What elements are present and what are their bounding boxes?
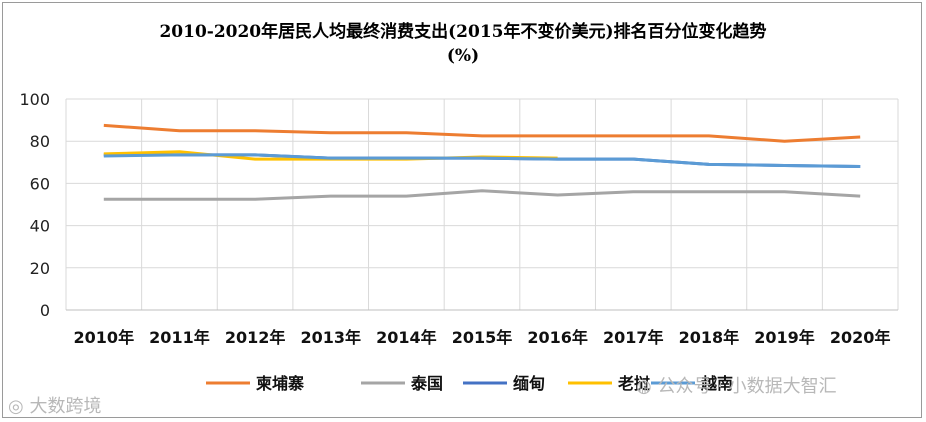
y-tick-label: 0: [40, 301, 50, 320]
x-tick-label: 2020年: [830, 328, 891, 347]
x-tick-label: 2017年: [603, 328, 664, 347]
x-tick-label: 2010年: [74, 328, 135, 347]
legend-label-1: 泰国: [410, 374, 443, 393]
legend-label-4: 越南: [700, 374, 733, 393]
watermark-right: ◍ 公众号 · 小数据大智汇: [636, 372, 837, 398]
legend-label-0: 柬埔寨: [256, 374, 304, 393]
x-tick-label: 2019年: [754, 328, 815, 347]
y-tick-label: 20: [30, 259, 50, 278]
series-line-4: [103, 153, 861, 168]
chart-title-line2: (%): [446, 46, 480, 66]
logo-icon: ◎: [8, 396, 24, 417]
y-tick-label: 80: [30, 132, 50, 151]
legend-label-2: 缅甸: [513, 374, 545, 393]
x-tick-label: 2014年: [376, 328, 437, 347]
watermark-left-text: 大数跨境: [29, 396, 102, 417]
series-line-0: [103, 123, 861, 143]
watermark-left: ◎ 大数跨境: [8, 392, 101, 418]
x-tick-label: 2013年: [300, 328, 361, 347]
y-tick-label: 60: [30, 174, 50, 193]
chart-frame: [2, 2, 922, 418]
x-tick-label: 2011年: [149, 328, 210, 347]
x-tick-label: 2016年: [527, 328, 588, 347]
wechat-icon: ◍: [636, 376, 652, 397]
x-tick-label: 2015年: [452, 328, 513, 347]
series-line-1: [103, 189, 861, 201]
chart-title-line1: 2010-2020年居民人均最终消费支出(2015年不变价美元)排名百分位变化趋…: [159, 22, 767, 42]
y-tick-label: 40: [30, 217, 50, 236]
x-tick-label: 2012年: [225, 328, 286, 347]
legend-label-3: 老挝: [617, 374, 651, 393]
x-tick-label: 2018年: [679, 328, 740, 347]
watermark-right-text: 公众号 · 小数据大智汇: [657, 376, 837, 397]
chart-title: 2010-2020年居民人均最终消费支出(2015年不变价美元)排名百分位变化趋…: [0, 20, 926, 68]
y-tick-label: 100: [19, 90, 50, 109]
